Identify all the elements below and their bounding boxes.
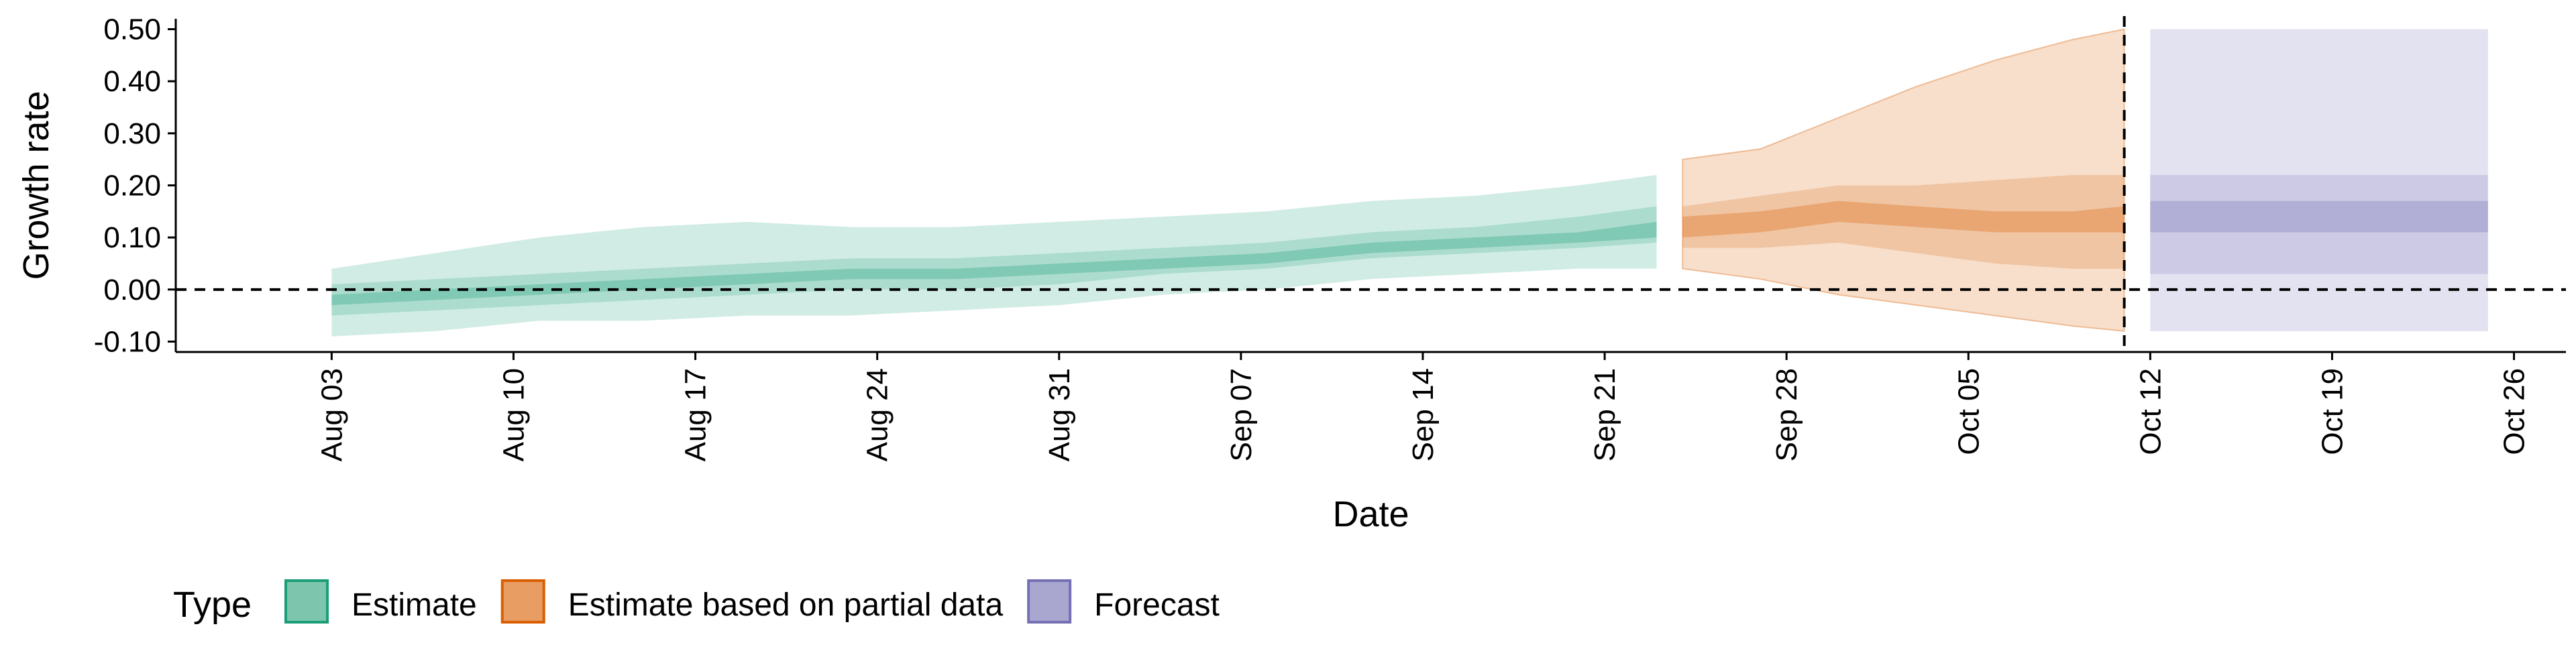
x-tick-label: Oct 12 xyxy=(2134,368,2167,455)
band-outer-estimate xyxy=(331,175,1657,337)
x-tick-label: Aug 24 xyxy=(861,368,894,461)
band-outer-estimate-based-on-partial-data xyxy=(1682,28,2125,333)
x-axis-title: Date xyxy=(1332,494,1409,534)
band-outer-forecast xyxy=(2150,29,2488,331)
x-tick-label: Sep 21 xyxy=(1589,368,1621,461)
x-tick-label: Aug 03 xyxy=(315,368,348,461)
y-axis-title: Growth rate xyxy=(16,91,56,280)
band-50-forecast xyxy=(2150,200,2488,233)
band-90-estimate-based-on-partial-data xyxy=(1682,175,2125,269)
y-tick-label: -0.10 xyxy=(94,325,161,358)
series-estimate-based-on-partial-data xyxy=(1682,28,2125,333)
band-90-estimate xyxy=(331,206,1657,316)
legend-swatch-estimate-based-on-partial-data xyxy=(500,579,545,624)
bands-layer xyxy=(331,28,2488,337)
band-50-estimate-based-on-partial-data xyxy=(1682,200,2125,238)
y-tick-label: 0.20 xyxy=(103,170,161,202)
tick-labels: -0.10 0.00 0.10 0.20 0.30 0.40 0.50 Aug 03 Aug 1… xyxy=(94,13,2531,462)
series-estimate xyxy=(331,175,1657,337)
x-tick-label: Sep 28 xyxy=(1770,368,1803,461)
y-tick-label: 0.50 xyxy=(103,13,161,46)
y-tick-label: 0.00 xyxy=(103,274,161,306)
x-tick-label: Aug 10 xyxy=(498,368,531,461)
x-tick-label: Sep 14 xyxy=(1407,368,1440,461)
legend-swatch-forecast xyxy=(1027,579,1072,624)
x-tick-label: Oct 05 xyxy=(1952,368,1985,455)
axes xyxy=(168,19,2566,360)
legend-label-forecast: Forecast xyxy=(1094,587,1220,623)
x-tick-label: Aug 31 xyxy=(1043,368,1076,461)
y-tick-label: 0.40 xyxy=(103,65,161,98)
x-tick-label: Sep 07 xyxy=(1225,368,1258,461)
legend-label-estimate-based-on-partial-data: Estimate based on partial data xyxy=(568,587,1004,623)
x-tick-label: Oct 19 xyxy=(2316,368,2349,455)
y-tick-label: 0.30 xyxy=(103,117,161,150)
y-tick-label: 0.10 xyxy=(103,221,161,254)
legend-swatch-estimate xyxy=(284,579,329,624)
band-50-estimate xyxy=(331,221,1657,306)
x-tick-label: Oct 26 xyxy=(2498,368,2531,455)
reference-lines xyxy=(176,16,2566,352)
series-forecast xyxy=(2150,29,2488,331)
band-90-forecast xyxy=(2150,175,2488,274)
legend-title: Type xyxy=(173,585,252,625)
legend: Type Estimate Estimate based on partial d… xyxy=(173,579,1220,625)
legend-label-estimate: Estimate xyxy=(352,587,477,623)
x-tick-label: Aug 17 xyxy=(680,368,712,461)
